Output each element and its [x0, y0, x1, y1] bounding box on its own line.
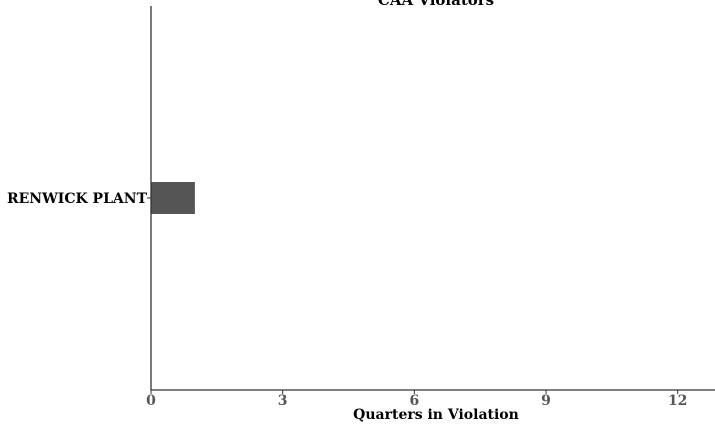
chart-title: CAA Violators [378, 0, 494, 9]
x-tick-label: 3 [278, 393, 288, 409]
bar [151, 182, 195, 214]
x-axis-ticks: 0 3 6 9 12 [146, 390, 687, 409]
x-axis-label: Quarters in Violation [353, 407, 519, 423]
x-tick-label: 9 [541, 393, 551, 409]
x-tick-label: 12 [668, 393, 687, 409]
y-axis-ticks: RENWICK PLANT [7, 191, 151, 207]
bar-group [151, 182, 195, 214]
x-tick-label: 6 [409, 393, 419, 409]
y-tick-label: RENWICK PLANT [7, 191, 148, 207]
x-tick-label: 0 [146, 393, 156, 409]
